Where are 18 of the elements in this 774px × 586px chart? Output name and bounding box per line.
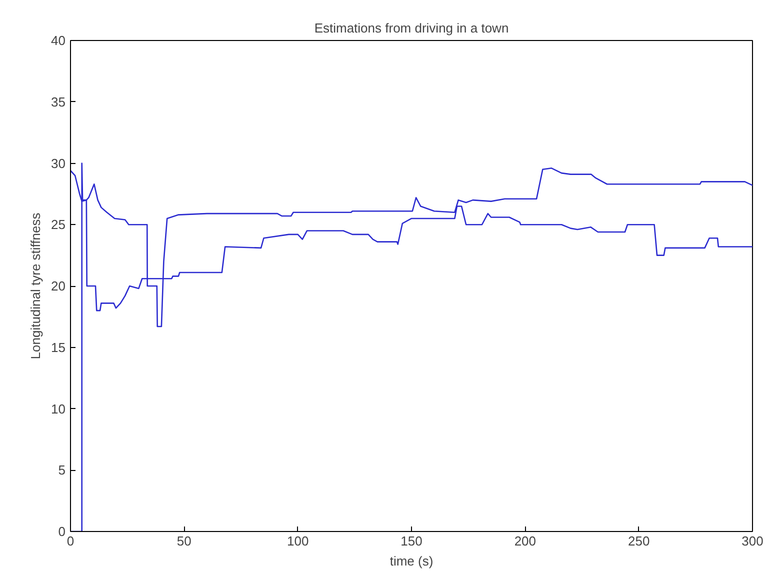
y-tick-label: 0	[58, 524, 66, 539]
y-axis-title: Longitudinal tyre stiffness	[28, 212, 44, 360]
x-tick-label: 250	[628, 534, 650, 548]
y-tick-label: 40	[51, 33, 66, 48]
chart-title: Estimations from driving in a town	[314, 20, 509, 36]
x-tick-label: 150	[400, 534, 422, 548]
y-tick-label: 10	[51, 401, 66, 416]
y-tick-label: 15	[51, 340, 66, 355]
y-tick-label: 5	[58, 462, 66, 478]
x-axis-title: time (s)	[390, 554, 434, 568]
x-tick-label: 50	[176, 534, 192, 548]
x-tick-label: 300	[742, 534, 764, 548]
y-tick-label: 25	[51, 217, 66, 232]
y-tick-label: 30	[51, 156, 66, 171]
x-tick-label: 200	[514, 534, 536, 548]
y-tick-label: 35	[51, 94, 66, 110]
y-tick-label: 20	[51, 278, 66, 294]
x-tick-label: 100	[286, 534, 309, 548]
